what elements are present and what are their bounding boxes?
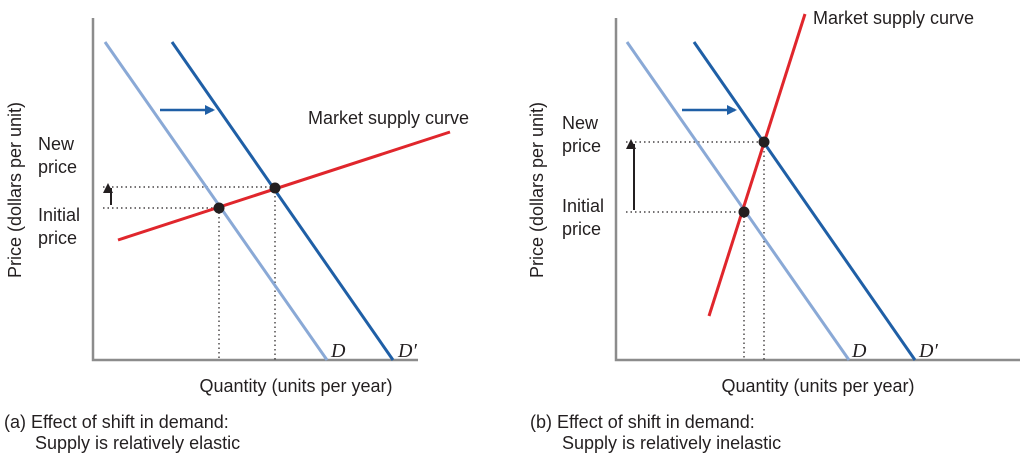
panel-a: Market supply curve New price Initial pr… — [4, 18, 469, 453]
panel-a-initial-price-guide — [103, 207, 220, 360]
panel-b-x-axis-label: Quantity (units per year) — [721, 376, 914, 396]
panel-a-new-price-guide — [103, 186, 276, 360]
panel-b-initial-equilibrium-point — [738, 206, 750, 218]
panel-b-shifted-demand-curve — [692, 41, 917, 361]
panel-a-supply-curve — [117, 130, 451, 242]
panel-a-demand-label: D — [330, 340, 346, 362]
panel-a-shifted-demand-label: D′ — [397, 340, 417, 362]
panel-a-new-equilibrium-point — [269, 182, 281, 194]
panel-b-demand-curve — [625, 41, 851, 361]
panel-a-x-axis-label: Quantity (units per year) — [199, 376, 392, 396]
panel-a-new-price-label-2: price — [38, 157, 77, 177]
panel-b-supply-label: Market supply curve — [813, 8, 974, 28]
panel-a-initial-equilibrium-point — [213, 202, 225, 214]
panel-a-axes — [91, 18, 418, 362]
panel-a-supply-label: Market supply curve — [308, 108, 469, 128]
panel-a-caption-line-1: (a) Effect of shift in demand: — [4, 412, 229, 432]
panel-b-supply-curve — [707, 13, 807, 317]
panel-b-new-equilibrium-point — [758, 136, 770, 148]
panel-a-new-price-label-1: New — [38, 134, 75, 154]
panel-a-initial-price-label-1: Initial — [38, 205, 80, 225]
panel-a-caption-line-2: Supply is relatively elastic — [35, 433, 240, 453]
panel-b-shifted-demand-label: D′ — [918, 340, 938, 362]
panel-b-new-price-guide — [626, 141, 765, 360]
panel-b-initial-price-label-1: Initial — [562, 196, 604, 216]
panel-a-initial-price-label-2: price — [38, 228, 77, 248]
panel-b-axes — [614, 18, 1020, 362]
panel-b-caption-line-2: Supply is relatively inelastic — [562, 433, 781, 453]
panel-a-y-axis-label: Price (dollars per unit) — [5, 102, 25, 278]
panel-b-demand-label: D — [851, 340, 867, 362]
panel-b-initial-price-guide — [626, 211, 745, 360]
panel-b: Market supply curve New price Initial pr… — [527, 8, 1020, 453]
panel-a-shifted-demand-curve — [170, 41, 395, 361]
panel-b-caption-line-1: (b) Effect of shift in demand: — [530, 412, 755, 432]
panel-b-initial-price-label-2: price — [562, 219, 601, 239]
panel-b-y-axis-label: Price (dollars per unit) — [527, 102, 547, 278]
panel-a-demand-curve — [103, 41, 329, 361]
panel-b-new-price-label-2: price — [562, 136, 601, 156]
panel-b-new-price-label-1: New — [562, 113, 599, 133]
